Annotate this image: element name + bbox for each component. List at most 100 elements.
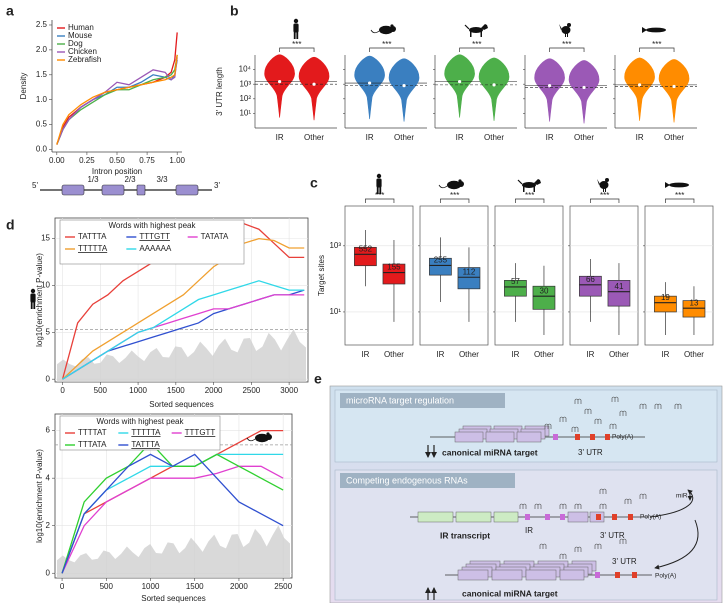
icon-part: [469, 27, 483, 33]
binding-site: [553, 434, 558, 440]
diagram-label: IR: [525, 526, 533, 535]
mirna-icon: [594, 543, 602, 549]
significance-label: ***: [472, 40, 481, 49]
exon: [516, 431, 542, 443]
violin-body: [658, 59, 690, 123]
x-tick-label: Other: [394, 133, 414, 142]
legend-label: TTTGTT: [139, 232, 170, 241]
plot-area: [494, 205, 564, 346]
series-line: [56, 59, 178, 145]
legend-label: TTTTTA: [131, 428, 161, 437]
y-tick-label: 15: [41, 234, 50, 243]
x-tick-label: 1000: [129, 386, 147, 395]
species-icon: [30, 288, 36, 309]
mirna-icon: [534, 503, 542, 509]
legend-label: TATTTA: [131, 440, 160, 449]
x-tick-label: 2000: [230, 582, 248, 591]
exon: [493, 511, 519, 523]
icon-part: [30, 302, 33, 309]
median-point: [312, 82, 316, 86]
species-icon: [438, 179, 464, 190]
median-label: 30: [540, 286, 549, 295]
mirna-icon: [519, 503, 527, 509]
diagram-label: 3' UTR: [600, 531, 625, 540]
y-tick-label: 10: [41, 281, 50, 290]
box: [382, 263, 406, 285]
icon-part: [390, 24, 394, 28]
significance-label: ***: [525, 191, 534, 200]
significance-bracket: [549, 47, 585, 52]
y-tick-label: 6: [46, 426, 51, 435]
median-label: 13: [690, 298, 699, 307]
icon-part: [517, 179, 523, 185]
icon-part: [470, 31, 472, 37]
intron-diagram: 5' 1/3 2/3 3/3 3': [32, 175, 220, 196]
icon-part: [458, 179, 462, 183]
y-tick-label: 2.0: [36, 45, 48, 54]
mirna-icon: [559, 416, 567, 422]
plot-area: [644, 205, 714, 346]
mirna-icon: [674, 403, 682, 409]
median-point: [492, 83, 496, 87]
x-tick-label: IR: [366, 133, 374, 142]
exon: [417, 511, 454, 523]
legend-label: TTTTAT: [78, 428, 107, 437]
significance-bracket: [279, 47, 315, 52]
significance-bracket: [369, 47, 405, 52]
y-tick-label: 10²: [239, 94, 251, 103]
significance-bracket: [459, 47, 495, 52]
mirna-icon: [584, 408, 592, 414]
icon-part: [293, 18, 299, 24]
binding-site: [575, 434, 580, 440]
median-point: [548, 84, 552, 88]
icon-part: [605, 188, 606, 192]
series-line: [61, 465, 284, 574]
intron-label: 2/3: [124, 175, 136, 184]
icon-part: [30, 293, 36, 303]
legend-title: Words with highest peak: [96, 417, 184, 426]
y-tick-label: 10³: [239, 79, 251, 88]
mirna-icon: [559, 553, 567, 559]
x-tick-label: 1500: [186, 582, 204, 591]
species-icon: [559, 23, 571, 37]
binding-site: [545, 514, 550, 520]
x-tick-label: Other: [304, 133, 324, 142]
box: [429, 257, 452, 276]
legend-label: TTTGTT: [185, 428, 216, 437]
icon-part: [561, 26, 571, 34]
median-point: [638, 83, 642, 87]
binding-site: [615, 572, 620, 578]
diagram-label: canonical miRNA target: [442, 447, 538, 457]
violin-body: [478, 57, 510, 121]
x-tick-label: IR: [456, 133, 464, 142]
icon-part: [559, 24, 562, 30]
icon-part: [603, 188, 604, 192]
legend-label: Mouse: [68, 31, 93, 40]
median-label: 255: [434, 256, 448, 265]
x-tick-label: 500: [100, 582, 114, 591]
species-icon: [293, 18, 299, 39]
median-point: [278, 80, 282, 84]
species-icon: [464, 24, 488, 37]
binding-site: [525, 514, 530, 520]
mirna-icon: [619, 410, 627, 416]
violin-body: [354, 55, 385, 120]
legend-label: TTTATA: [78, 440, 107, 449]
intron-label: 3': [214, 181, 220, 190]
y-tick-label: 2.5: [36, 20, 48, 29]
y-tick-label: 4: [46, 473, 51, 482]
y-tick-label: 1.0: [36, 95, 48, 104]
violin-body: [444, 54, 475, 118]
x-axis-title: Intron position: [92, 167, 142, 176]
y-tick-label: 1.5: [36, 70, 48, 79]
series-line: [62, 237, 305, 380]
median-point: [458, 80, 462, 84]
series-line: [61, 453, 284, 574]
median-label: 41: [615, 282, 624, 291]
exon: [525, 569, 557, 581]
mirna-icon: [544, 423, 552, 429]
box: [607, 280, 631, 307]
x-tick-label: 3000: [280, 386, 298, 395]
significance-label: ***: [382, 40, 391, 49]
